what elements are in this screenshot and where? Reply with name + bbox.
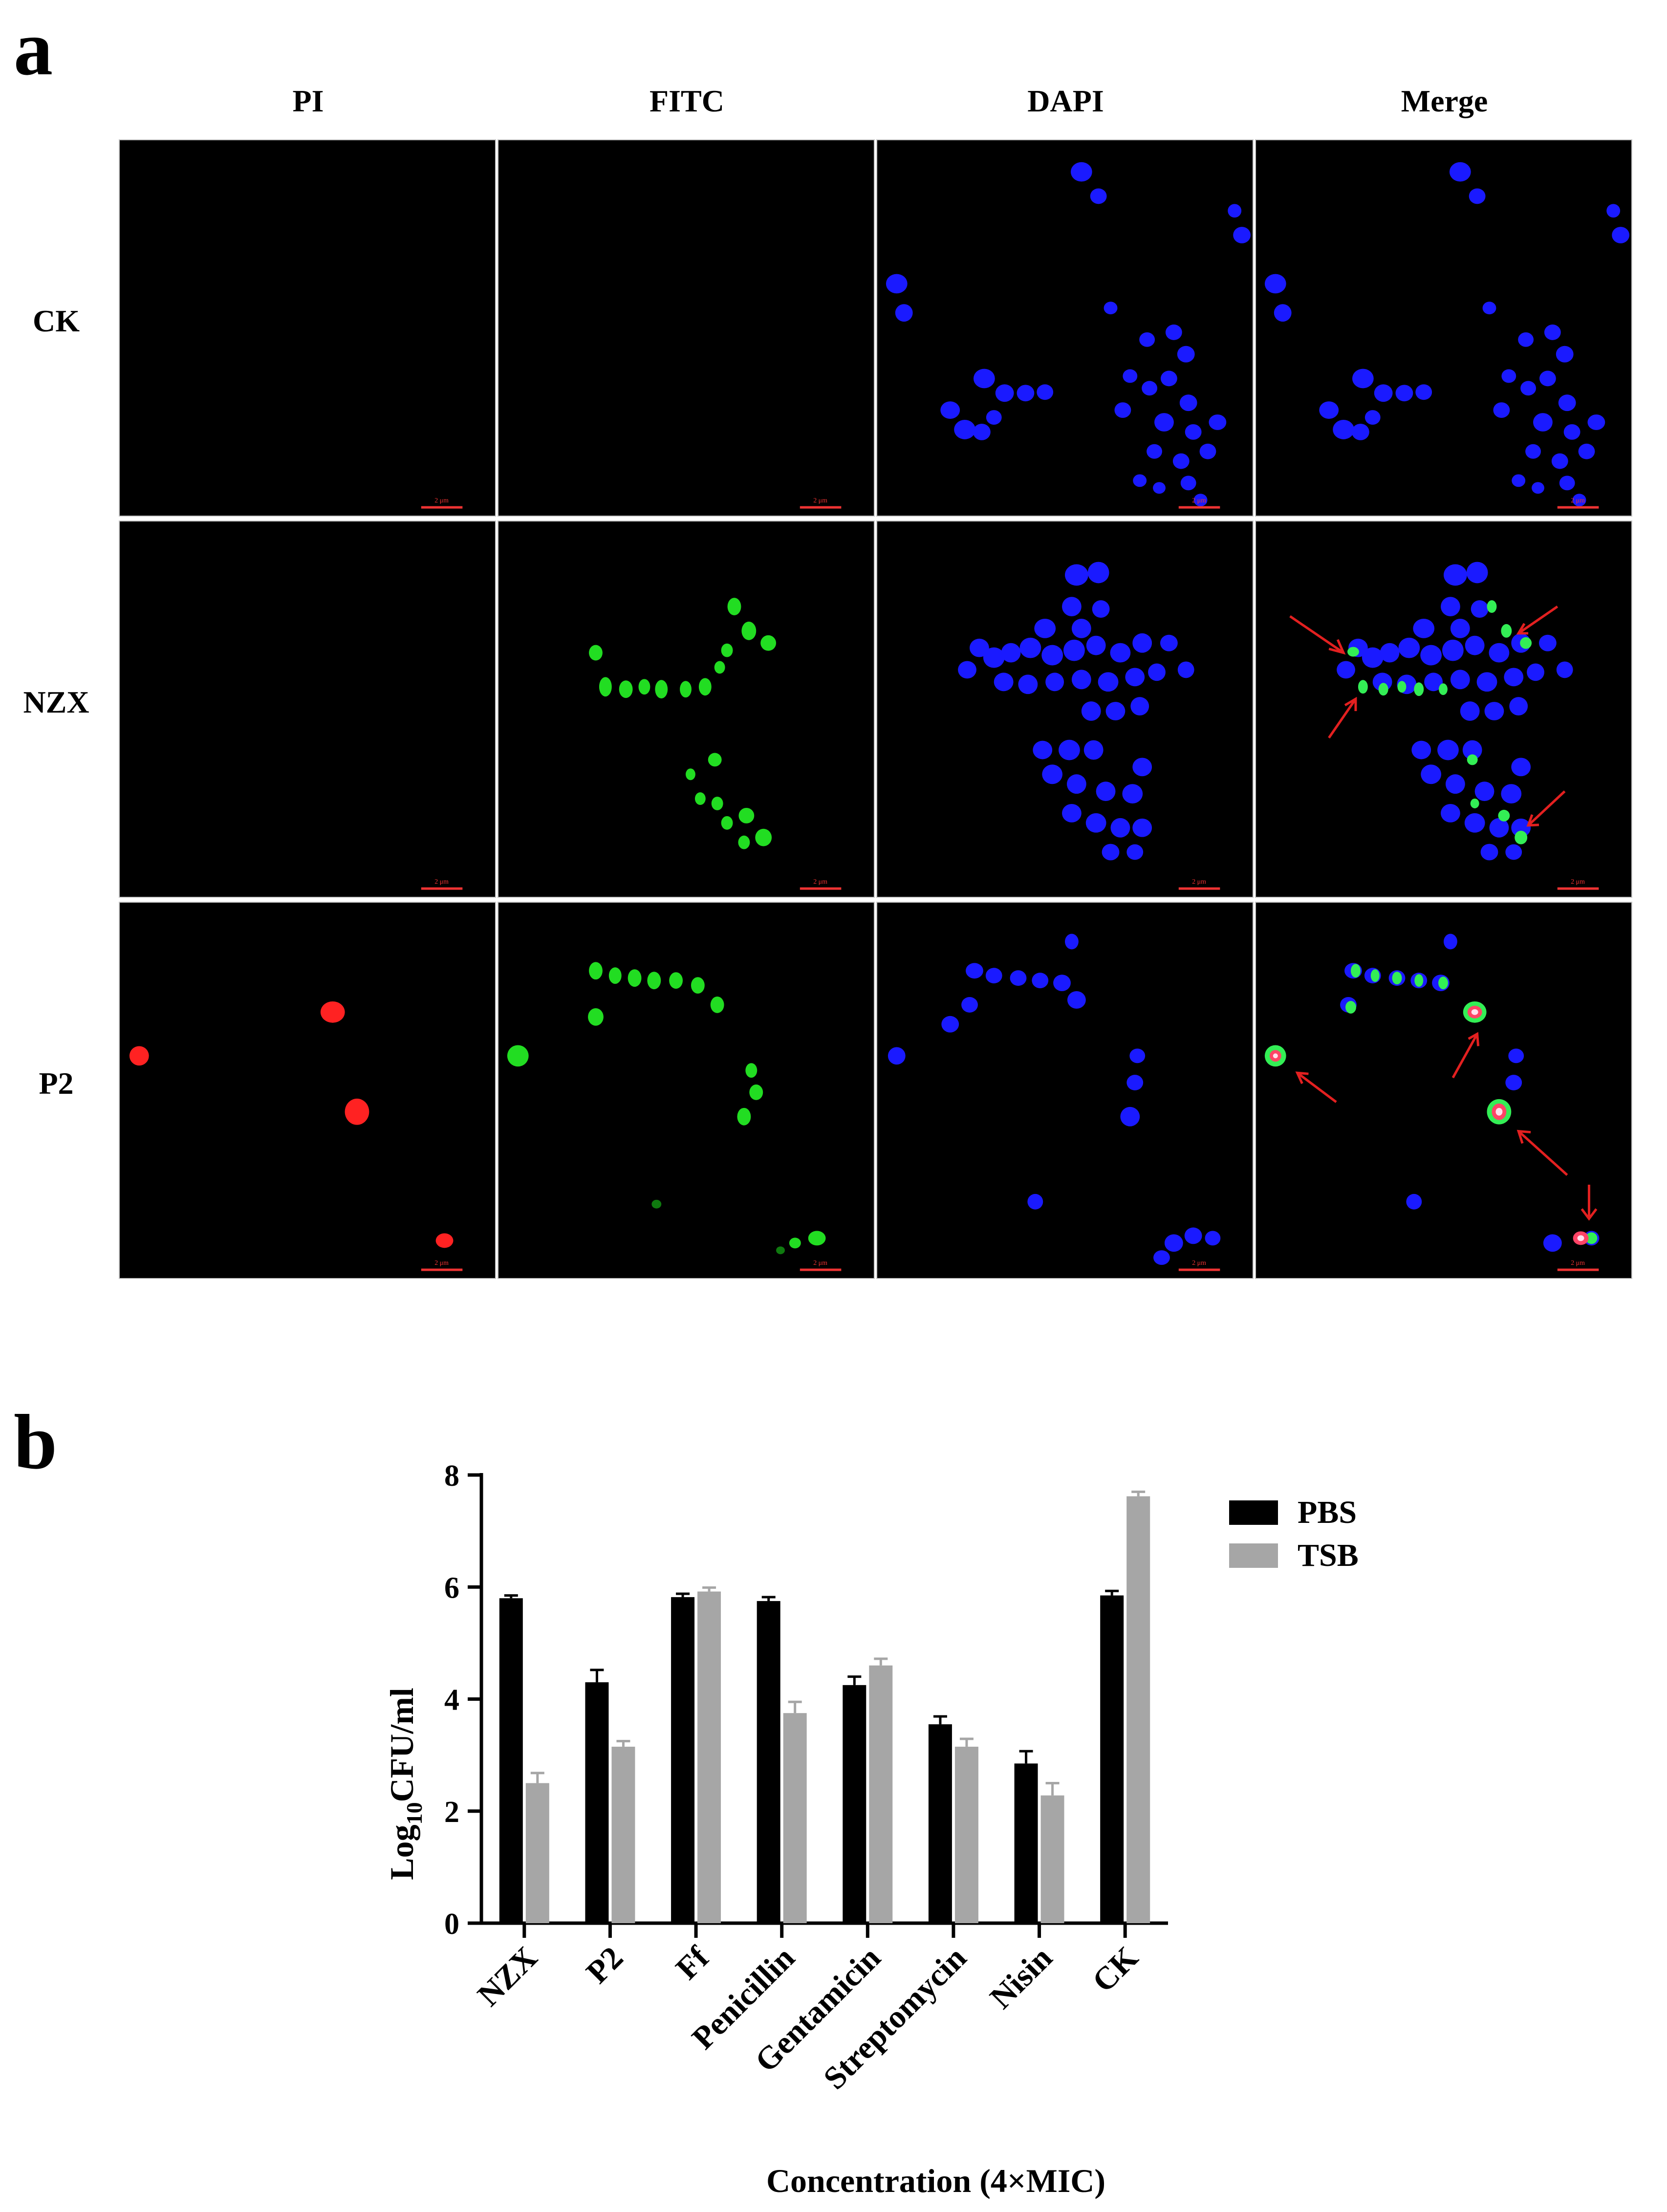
column-header-merge: Merge (1401, 84, 1488, 118)
micrograph-p2-fitc: 2 μm (498, 902, 875, 1279)
bar-tsb (869, 1665, 893, 1923)
panel-b-letter: b (14, 1398, 57, 1485)
y-tick-label: 2 (444, 1796, 459, 1829)
y-axis-title: Log10CFU/ml (383, 1688, 427, 1880)
svg-text:2 μm: 2 μm (813, 1259, 827, 1267)
legend-label-tsb: TSB (1298, 1538, 1359, 1573)
column-header-fitc: FITC (649, 84, 724, 118)
row-header-ck: CK (33, 304, 80, 338)
row-header-p2: P2 (39, 1066, 74, 1101)
bar-pbs (499, 1598, 523, 1923)
legend: PBS TSB (1229, 1495, 1359, 1573)
micrograph-ck-dapi: 2 μm (876, 139, 1254, 517)
micrograph-nzx-merge: 2 μm (1255, 520, 1632, 898)
y-axis: 0 2 4 6 8 (444, 1459, 483, 1941)
legend-swatch-tsb (1229, 1543, 1278, 1568)
column-header-dapi: DAPI (1027, 84, 1104, 118)
bars (499, 1490, 1150, 1923)
bar-tsb (954, 1746, 978, 1923)
x-tick-label: Nisin (983, 1940, 1059, 2016)
bar-pbs (1100, 1595, 1124, 1923)
bar-pbs (928, 1724, 952, 1923)
y-tick-label: 0 (444, 1908, 459, 1941)
svg-text:2 μm: 2 μm (434, 878, 449, 886)
micrograph-ck-fitc: 2 μm (498, 139, 875, 517)
legend-swatch-pbs (1229, 1500, 1278, 1525)
bar-tsb (697, 1591, 721, 1923)
svg-text:2 μm: 2 μm (1192, 1259, 1206, 1267)
micrograph-nzx-dapi: 2 μm (876, 520, 1254, 898)
bar-tsb (1126, 1496, 1150, 1923)
micrograph-ck-pi: 2 μm (119, 139, 496, 517)
svg-text:2 μm: 2 μm (1571, 878, 1585, 886)
x-tick-label: P2 (580, 1940, 630, 1990)
bar-tsb (525, 1783, 549, 1923)
column-header-pi: PI (292, 84, 324, 118)
bar-tsb (1040, 1795, 1064, 1923)
micrograph-ck-merge: 2 μm (1255, 139, 1632, 517)
panel-a-letter: a (14, 4, 53, 91)
svg-text:2 μm: 2 μm (1571, 497, 1585, 504)
bar-tsb (783, 1713, 807, 1923)
legend-label-pbs: PBS (1298, 1495, 1357, 1530)
x-tick-label: Ff (669, 1939, 716, 1986)
bar-pbs (843, 1685, 866, 1923)
x-tick-label: CK (1085, 1940, 1145, 1999)
x-tick-label: NZX (471, 1940, 544, 2013)
bar-pbs (585, 1682, 609, 1923)
svg-text:2 μm: 2 μm (434, 497, 449, 504)
y-tick-label: 8 (444, 1459, 459, 1493)
bar-pbs (757, 1601, 780, 1923)
svg-text:2 μm: 2 μm (1192, 497, 1206, 504)
row-header-nzx: NZX (23, 685, 89, 719)
svg-text:2 μm: 2 μm (1192, 878, 1206, 886)
micrograph-p2-merge: 2 μm (1255, 902, 1632, 1279)
micrograph-nzx-pi: 2 μm (119, 520, 496, 898)
bar-pbs (671, 1597, 695, 1923)
bar-pbs (1014, 1763, 1038, 1923)
svg-text:2 μm: 2 μm (1571, 1259, 1585, 1267)
micrograph-nzx-fitc: 2 μm (498, 520, 875, 898)
svg-text:2 μm: 2 μm (813, 878, 827, 886)
y-tick-label: 6 (444, 1571, 459, 1605)
y-tick-label: 4 (444, 1684, 459, 1717)
svg-text:2 μm: 2 μm (813, 497, 827, 504)
x-axis-title: Concentration (4×MIC) (766, 2162, 1105, 2199)
micrograph-p2-dapi: 2 μm (876, 902, 1254, 1279)
svg-text:2 μm: 2 μm (434, 1259, 449, 1267)
micrograph-p2-pi: 2 μm (119, 902, 496, 1279)
bar-tsb (611, 1746, 635, 1923)
